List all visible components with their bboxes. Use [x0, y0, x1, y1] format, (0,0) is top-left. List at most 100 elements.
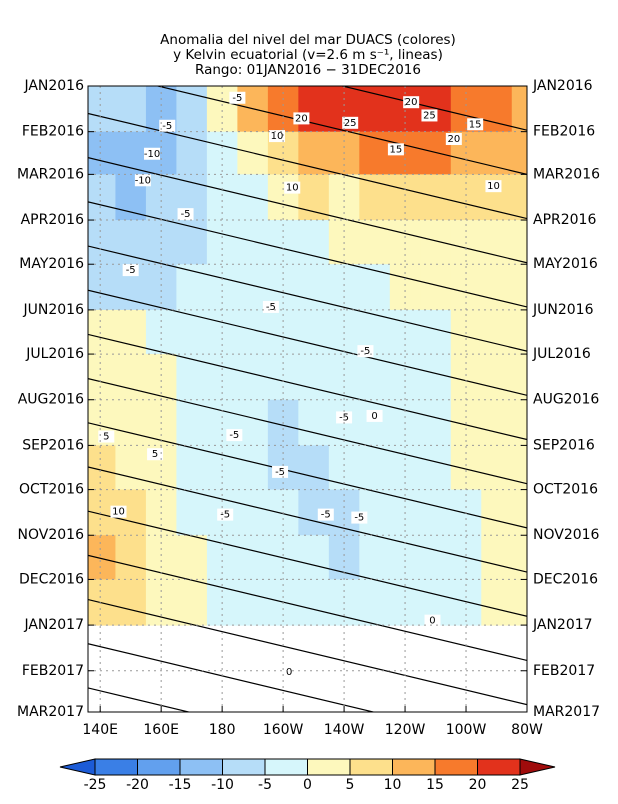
anomaly-cell [420, 174, 452, 221]
contour-label: 0 [286, 667, 292, 678]
anomaly-cell [420, 86, 452, 133]
y-tick-label: JUN2016 [23, 302, 85, 318]
contour-label: -5 [354, 513, 364, 524]
anomaly-cell [481, 399, 513, 446]
colorbar-segment [264, 758, 308, 776]
contour-label-bg [424, 614, 441, 627]
anomaly-cell [298, 220, 330, 265]
anomaly-cell [88, 131, 116, 175]
contour-label: 10 [271, 131, 284, 142]
colorbar-arrow [519, 758, 556, 776]
contour-label-bg [98, 430, 115, 443]
y-tick-label: NOV2016 [18, 527, 85, 543]
contour-label-bg [284, 181, 301, 194]
anomaly-cell [359, 399, 391, 446]
contour-label-bg [366, 409, 383, 422]
anomaly-cell [88, 309, 116, 355]
contour-label-bg [229, 91, 246, 104]
contour-label: -10 [135, 175, 151, 186]
kelvin-line [88, 289, 527, 396]
anomaly-cell [481, 131, 513, 175]
y-tick-label: FEB2016 [533, 124, 595, 140]
contour-label: -5 [229, 430, 239, 441]
anomaly-cell [481, 489, 513, 536]
anomaly-cell [176, 309, 208, 355]
contour-label: 10 [112, 507, 125, 518]
anomaly-cell [359, 535, 391, 580]
anomaly-cell [298, 309, 330, 355]
anomaly-cell [511, 220, 527, 265]
colorbar-segment [477, 758, 521, 776]
anomaly-cell [115, 579, 147, 626]
contour-label-bg [272, 465, 289, 478]
y-tick-label: JUL2016 [25, 346, 84, 362]
anomaly-cell [298, 579, 330, 626]
anomaly-cell [88, 174, 116, 221]
anomaly-cell [359, 174, 391, 221]
contour-label-bg [217, 508, 234, 521]
anomaly-cell [359, 86, 391, 133]
anomaly-cell [115, 354, 147, 401]
colorbar-arrow [59, 758, 96, 776]
anomaly-cell [298, 354, 330, 401]
contour-label: -5 [266, 302, 276, 313]
contour-label: 0 [371, 411, 377, 422]
contour-label: 5 [152, 449, 158, 460]
y-tick-label: SEP2016 [533, 437, 595, 453]
colorbar-segment [222, 758, 266, 776]
colorbar-label: 10 [384, 777, 402, 793]
y-tick-label: DEC2016 [533, 571, 598, 587]
colorbar-label: 15 [426, 777, 444, 793]
colorbar-segment [307, 758, 351, 776]
contour-label: -5 [162, 121, 172, 132]
anomaly-cell [88, 264, 116, 311]
contour-label-bg [403, 96, 420, 109]
x-tick-label: 160W [263, 722, 304, 738]
colorbar-label: 0 [303, 777, 312, 793]
contour-label-bg [387, 143, 404, 156]
anomaly-cell [511, 86, 527, 133]
contour-label-bg [147, 448, 164, 461]
contour-label-bg [421, 109, 438, 122]
contour-label-bg [293, 112, 310, 125]
anomaly-cell [237, 445, 269, 491]
anomaly-cell [511, 174, 527, 221]
colorbar-label: -15 [169, 777, 192, 793]
kelvin-line [88, 598, 527, 706]
colorbar-label: -5 [258, 777, 272, 793]
contour-label: 20 [295, 113, 308, 124]
anomaly-cell [176, 220, 208, 265]
anomaly-cell [481, 535, 513, 580]
contour-label-bg [159, 119, 176, 132]
contour-label-bg [342, 116, 359, 129]
contour-label-bg [144, 147, 161, 160]
title-line: Anomalia del nivel del mar DUACS (colore… [160, 32, 456, 48]
anomaly-cell [359, 131, 391, 175]
anomaly-cell [298, 264, 330, 311]
anomaly-cell [237, 489, 269, 536]
anomaly-cell [88, 535, 116, 580]
y-tick-label: FEB2017 [533, 663, 595, 679]
x-tick-label: 100W [446, 722, 487, 738]
anomaly-cell [481, 445, 513, 491]
contour-label: 10 [286, 183, 299, 194]
anomaly-cell [420, 354, 452, 401]
y-tick-label: JUL2016 [532, 346, 591, 362]
y-tick-label: JAN2016 [532, 78, 593, 94]
kelvin-line [88, 378, 527, 485]
anomaly-cell [420, 399, 452, 446]
anomaly-cell [481, 309, 513, 355]
anomaly-cell [298, 535, 330, 580]
anomaly-cell [88, 86, 116, 133]
anomaly-cell [511, 399, 527, 446]
contour-label: 15 [390, 144, 403, 155]
colorbar-label: 25 [511, 777, 529, 793]
kelvin-line [88, 245, 527, 352]
anomaly-cell [115, 86, 147, 133]
colorbar-label: -25 [84, 777, 107, 793]
anomaly-cell [176, 535, 208, 580]
contour-label-bg [445, 133, 462, 146]
plot-frame [87, 85, 528, 713]
anomaly-cell [359, 264, 391, 311]
y-tick-label: DEC2016 [19, 571, 84, 587]
